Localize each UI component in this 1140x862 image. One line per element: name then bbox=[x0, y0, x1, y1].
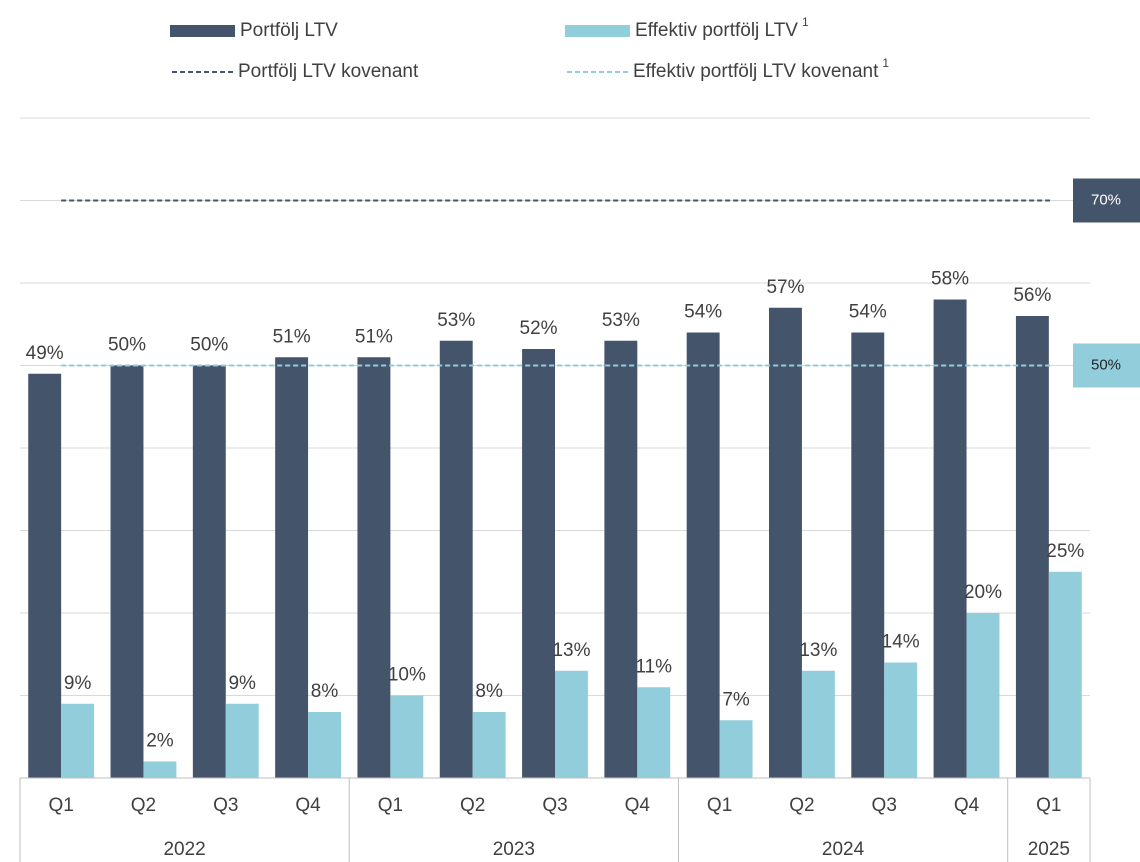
data-label: 54% bbox=[849, 302, 887, 323]
legend-text: Effektiv portfölj LTV kovenant bbox=[633, 61, 879, 82]
group-label: 2025 bbox=[1028, 839, 1070, 860]
x-tick-label: Q1 bbox=[707, 795, 732, 816]
legend-text: Effektiv portfölj LTV bbox=[635, 20, 798, 41]
x-tick-label: Q3 bbox=[872, 795, 897, 816]
bar bbox=[61, 703, 95, 778]
x-tick-label: Q1 bbox=[378, 795, 403, 816]
data-label: 10% bbox=[388, 665, 426, 686]
reference-box bbox=[1073, 178, 1140, 223]
bar bbox=[801, 670, 835, 778]
x-tick-label: Q4 bbox=[295, 795, 321, 816]
data-label: 9% bbox=[228, 673, 256, 694]
bar bbox=[604, 340, 638, 778]
bar bbox=[192, 365, 226, 778]
x-tick-label: Q2 bbox=[460, 795, 485, 816]
x-tick-label: Q4 bbox=[625, 795, 651, 816]
reference-box bbox=[1073, 343, 1140, 388]
data-label: 49% bbox=[26, 343, 64, 364]
data-label: 53% bbox=[437, 310, 475, 331]
data-label: 50% bbox=[190, 335, 228, 356]
legend-footnote: 1 bbox=[882, 56, 889, 70]
bar bbox=[275, 357, 309, 778]
data-label: 57% bbox=[766, 277, 804, 298]
data-label: 13% bbox=[799, 640, 837, 661]
data-label: 2% bbox=[146, 731, 174, 752]
x-tick-label: Q2 bbox=[131, 795, 156, 816]
bar bbox=[225, 703, 259, 778]
bar bbox=[966, 613, 1000, 778]
legend-label: Portfölj LTV bbox=[240, 20, 338, 41]
bar bbox=[308, 712, 341, 778]
data-label: 52% bbox=[520, 318, 558, 339]
legend-footnote: 1 bbox=[802, 15, 809, 29]
x-tick-label: Q1 bbox=[48, 795, 73, 816]
bar bbox=[143, 761, 177, 778]
group-label: 2022 bbox=[163, 839, 205, 860]
bar bbox=[719, 720, 753, 778]
data-label: 53% bbox=[602, 310, 640, 331]
data-label: 56% bbox=[1013, 285, 1051, 306]
bar bbox=[1048, 571, 1082, 778]
data-label: 14% bbox=[882, 632, 920, 653]
bar bbox=[555, 670, 588, 778]
group-label: 2024 bbox=[822, 839, 865, 860]
x-tick-label: Q3 bbox=[213, 795, 238, 816]
reference-label: 70% bbox=[1091, 191, 1121, 208]
data-label: 51% bbox=[355, 326, 393, 347]
data-label: 54% bbox=[684, 302, 722, 323]
data-label: 50% bbox=[108, 335, 146, 356]
x-tick-label: Q3 bbox=[542, 795, 567, 816]
bar bbox=[637, 687, 671, 778]
legend-swatch bbox=[170, 25, 235, 37]
data-label: 13% bbox=[552, 640, 590, 661]
legend-label: Portfölj LTV kovenant bbox=[238, 61, 419, 82]
bar bbox=[28, 373, 62, 778]
legend-label: Effektiv portfölj LTV 1 bbox=[635, 15, 809, 41]
legend-text: Portfölj LTV bbox=[240, 20, 338, 41]
bar bbox=[472, 712, 506, 778]
x-tick-label: Q1 bbox=[1036, 795, 1061, 816]
data-label: 20% bbox=[964, 582, 1002, 603]
data-label: 11% bbox=[635, 656, 672, 677]
bar bbox=[686, 332, 720, 778]
bar bbox=[357, 357, 391, 778]
data-label: 7% bbox=[722, 689, 750, 710]
data-label: 9% bbox=[64, 673, 92, 694]
bar bbox=[390, 695, 424, 778]
legend-text: Portfölj LTV kovenant bbox=[238, 61, 419, 82]
bar bbox=[933, 299, 967, 778]
bar bbox=[522, 349, 555, 778]
data-label: 8% bbox=[475, 681, 503, 702]
x-tick-label: Q4 bbox=[954, 795, 980, 816]
bar bbox=[439, 340, 473, 778]
data-label: 51% bbox=[273, 326, 311, 347]
data-label: 58% bbox=[931, 269, 969, 290]
bar bbox=[110, 365, 144, 778]
group-label: 2023 bbox=[493, 839, 535, 860]
legend-label: Effektiv portfölj LTV kovenant 1 bbox=[633, 56, 889, 82]
x-tick-label: Q2 bbox=[789, 795, 814, 816]
bar bbox=[851, 332, 885, 778]
bar bbox=[769, 307, 802, 778]
data-label: 25% bbox=[1046, 541, 1084, 562]
bar bbox=[1015, 316, 1049, 778]
bar bbox=[884, 662, 918, 778]
reference-label: 50% bbox=[1091, 356, 1121, 373]
legend-swatch bbox=[565, 25, 630, 37]
data-label: 8% bbox=[311, 681, 339, 702]
